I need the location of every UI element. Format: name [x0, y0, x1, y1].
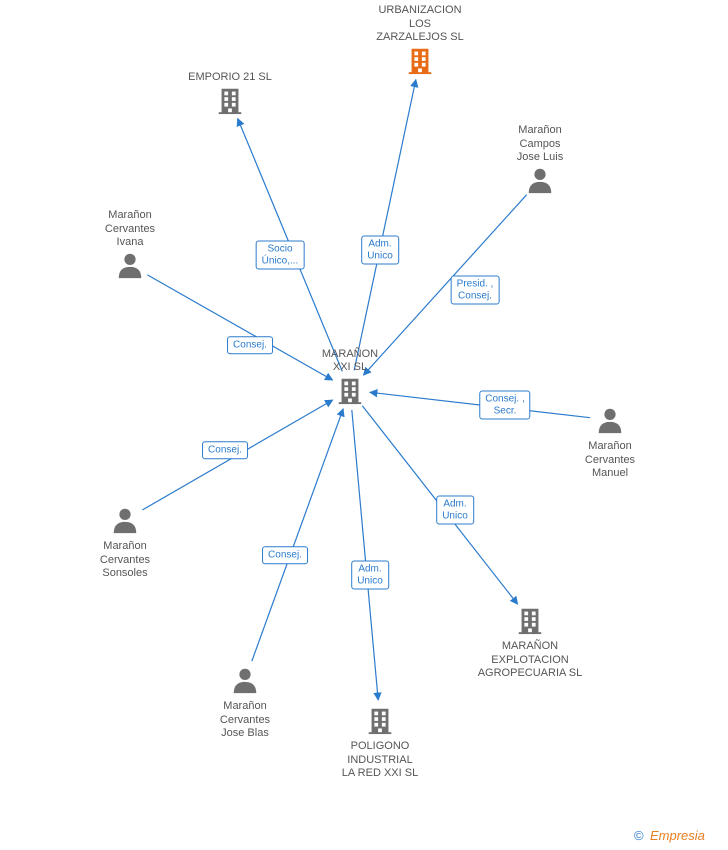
- node-label: Marañon Cervantes Manuel: [550, 440, 670, 481]
- node-cerv_ivana: Marañon Cervantes Ivana: [70, 209, 190, 285]
- edge-label: Socio Único,...: [256, 241, 305, 270]
- person-icon: [525, 186, 555, 198]
- watermark-text: Empresia: [650, 828, 705, 843]
- edge-label: Consej.: [202, 441, 248, 459]
- node-label: URBANIZACION LOS ZARZALEJOS SL: [360, 4, 480, 45]
- edge-label: Consej. , Secr.: [479, 391, 530, 420]
- diagram-canvas: MARAÑON XXI SL URBANIZACION LOS ZARZALEJ…: [0, 0, 728, 850]
- watermark-copyright: ©: [634, 828, 644, 843]
- building-icon: [405, 66, 435, 78]
- node-campos: Marañon Campos Jose Luis: [480, 124, 600, 200]
- edge-label: Adm. Unico: [351, 561, 389, 590]
- node-poligono: POLIGONO INDUSTRIAL LA RED XXI SL: [320, 705, 440, 781]
- edge-label: Consej.: [262, 546, 308, 564]
- node-label: Marañon Cervantes Sonsoles: [65, 540, 185, 581]
- node-label: Marañon Campos Jose Luis: [480, 124, 600, 165]
- node-label: Marañon Cervantes Ivana: [70, 209, 190, 250]
- node-label: MARAÑON EXPLOTACION AGROPECUARIA SL: [470, 640, 590, 681]
- building-icon: [215, 106, 245, 118]
- node-maranon_xxi: MARAÑON XXI SL: [290, 348, 410, 410]
- edge-line: [252, 409, 343, 661]
- node-urbanizacion: URBANIZACION LOS ZARZALEJOS SL: [360, 4, 480, 80]
- building-icon: [365, 726, 395, 738]
- person-icon: [595, 426, 625, 438]
- building-icon: [515, 626, 545, 638]
- node-label: Marañon Cervantes Jose Blas: [185, 700, 305, 741]
- node-cerv_manuel: Marañon Cervantes Manuel: [550, 405, 670, 481]
- edge-line: [352, 410, 378, 700]
- building-icon: [335, 396, 365, 408]
- edge-label: Presid. , Consej.: [451, 276, 500, 305]
- person-icon: [110, 526, 140, 538]
- edge-label: Adm. Unico: [436, 496, 474, 525]
- node-cerv_sonsoles: Marañon Cervantes Sonsoles: [65, 505, 185, 581]
- node-label: EMPORIO 21 SL: [170, 71, 290, 85]
- person-icon: [115, 271, 145, 283]
- person-icon: [230, 686, 260, 698]
- node-cerv_blas: Marañon Cervantes Jose Blas: [185, 665, 305, 741]
- node-label: MARAÑON XXI SL: [290, 348, 410, 376]
- node-explotacion: MARAÑON EXPLOTACION AGROPECUARIA SL: [470, 605, 590, 681]
- edge-label: Adm. Unico: [361, 236, 399, 265]
- edge-line: [354, 80, 416, 371]
- edge-label: Consej.: [227, 336, 273, 354]
- node-label: POLIGONO INDUSTRIAL LA RED XXI SL: [320, 740, 440, 781]
- node-emporio: EMPORIO 21 SL: [170, 71, 290, 120]
